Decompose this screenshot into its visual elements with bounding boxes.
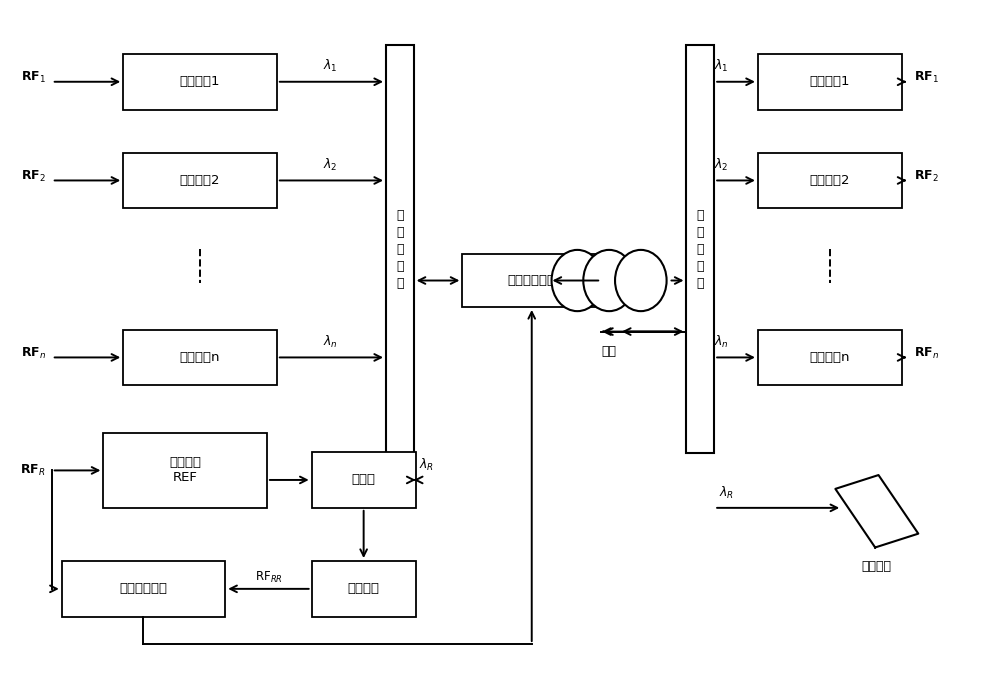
Ellipse shape [583,250,635,311]
Text: $\lambda_n$: $\lambda_n$ [714,334,729,350]
Ellipse shape [615,250,667,311]
Text: 光
波
分
复
用: 光 波 分 复 用 [697,209,704,289]
Text: RF$_1$: RF$_1$ [21,70,46,85]
Text: 电光转换1: 电光转换1 [180,75,220,88]
Bar [758,54,902,110]
Bar [103,433,267,508]
Text: 光电转换n: 光电转换n [809,351,850,364]
Text: $\lambda_2$: $\lambda_2$ [323,157,338,173]
Text: RF$_2$: RF$_2$ [21,169,46,184]
Text: RF$_R$: RF$_R$ [20,463,46,478]
Text: $\lambda_R$: $\lambda_R$ [419,457,434,473]
Bar [462,254,601,307]
Text: RF$_n$: RF$_n$ [21,346,46,361]
Bar [123,329,277,385]
Text: 电光转换
REF: 电光转换 REF [169,456,201,484]
Text: 电光转换2: 电光转换2 [180,174,220,187]
Text: 光缆: 光缆 [602,345,617,358]
Text: RF$_2$: RF$_2$ [914,169,938,184]
Bar [686,45,714,453]
Ellipse shape [552,250,603,311]
Text: 光
波
分
复
用: 光 波 分 复 用 [396,209,404,289]
Text: 光环行: 光环行 [352,473,376,486]
Text: $\lambda_n$: $\lambda_n$ [323,334,338,350]
Text: RF$_1$: RF$_1$ [914,70,939,85]
Text: RF$_{RR}$: RF$_{RR}$ [255,570,282,586]
Text: 光反射器: 光反射器 [862,560,892,573]
Text: 光电转换: 光电转换 [348,582,380,595]
Bar [758,329,902,385]
Bar [758,152,902,208]
Bar [386,45,414,453]
Text: RF$_n$: RF$_n$ [914,346,939,361]
Bar [123,54,277,110]
Text: $\lambda_2$: $\lambda_2$ [714,157,729,173]
Bar [62,561,225,617]
Text: 电光转换n: 电光转换n [180,351,220,364]
Bar [312,561,416,617]
Text: $\lambda_1$: $\lambda_1$ [714,58,729,74]
Bar [312,452,416,508]
Text: 鉴相控制单元: 鉴相控制单元 [119,582,167,595]
Text: 光电转换2: 光电转换2 [809,174,850,187]
Text: 光电转换1: 光电转换1 [809,75,850,88]
Bar [123,152,277,208]
Text: $\lambda_1$: $\lambda_1$ [323,58,338,74]
Text: 可调光延迟线: 可调光延迟线 [508,274,556,287]
Text: $\lambda_R$: $\lambda_R$ [719,485,734,501]
